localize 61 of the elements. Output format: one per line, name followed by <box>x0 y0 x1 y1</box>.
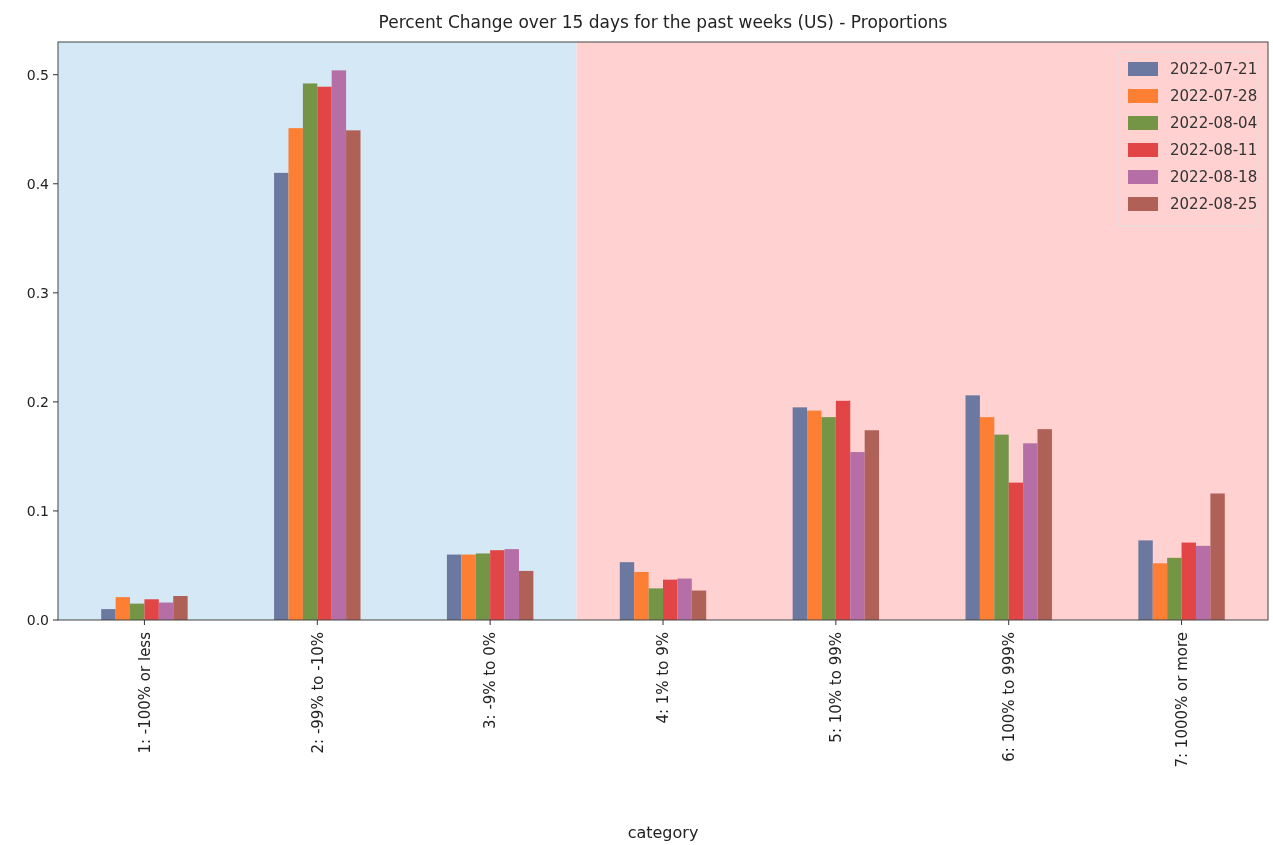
bar <box>979 417 995 620</box>
bar <box>965 395 980 620</box>
bar <box>144 599 159 620</box>
legend-label: 2022-08-18 <box>1170 168 1258 187</box>
x-tick-label: 1: -100% or less <box>135 631 154 754</box>
bar <box>807 410 822 620</box>
legend-label: 2022-08-11 <box>1170 141 1258 160</box>
bar <box>115 597 131 620</box>
bar <box>1008 482 1024 620</box>
y-tick-label: 0.1 <box>26 502 49 519</box>
bar <box>274 172 289 620</box>
bar <box>835 400 851 620</box>
legend-label: 2022-08-25 <box>1170 195 1258 214</box>
bar <box>302 83 318 620</box>
bar <box>475 553 491 620</box>
bar <box>691 590 707 620</box>
bar <box>1138 540 1153 620</box>
bar <box>821 417 836 620</box>
bar <box>1037 429 1052 620</box>
bar <box>317 86 332 620</box>
x-tick-label: 6: 100% to 999% <box>999 632 1018 762</box>
y-tick-label: 0.0 <box>26 611 49 628</box>
bar <box>490 550 505 620</box>
bar <box>101 609 116 620</box>
bar <box>346 130 361 620</box>
legend-label: 2022-08-04 <box>1170 114 1258 133</box>
bar <box>994 434 1009 620</box>
bar <box>1210 493 1225 620</box>
y-tick-label: 0.2 <box>26 393 49 410</box>
bar <box>504 549 519 620</box>
bar <box>1167 557 1182 620</box>
x-tick-label: 4: 1% to 9% <box>654 632 673 724</box>
bar <box>1152 563 1168 620</box>
bar <box>864 430 880 620</box>
y-tick-label: 0.3 <box>26 284 49 301</box>
bar <box>288 128 303 620</box>
x-tick-label: 3: -9% to 0% <box>481 632 500 729</box>
x-tick-label: 5: 10% to 99% <box>827 632 846 743</box>
x-axis-title: category <box>627 823 699 842</box>
legend-label: 2022-07-28 <box>1170 87 1258 106</box>
bar <box>619 562 635 620</box>
bar <box>792 407 808 620</box>
bar <box>446 554 462 620</box>
x-tick-label: 7: 1000% or more <box>1172 632 1191 768</box>
bar <box>173 596 188 620</box>
bar <box>634 572 649 620</box>
y-tick-label: 0.4 <box>26 175 50 192</box>
legend-label: 2022-07-21 <box>1170 60 1258 79</box>
bar <box>1023 443 1038 620</box>
bar <box>1195 545 1211 620</box>
bar <box>518 570 534 620</box>
bar <box>663 579 678 620</box>
bar <box>648 588 663 620</box>
x-tick-label: 2: -99% to -10% <box>308 632 327 754</box>
chart-title: Percent Change over 15 days for the past weeks (US) - Proportions <box>378 12 948 32</box>
y-tick-label: 0.5 <box>26 66 49 83</box>
bar <box>461 554 476 620</box>
bar <box>850 452 865 620</box>
bar <box>1181 542 1196 620</box>
bar <box>677 578 692 620</box>
bar <box>331 70 347 620</box>
